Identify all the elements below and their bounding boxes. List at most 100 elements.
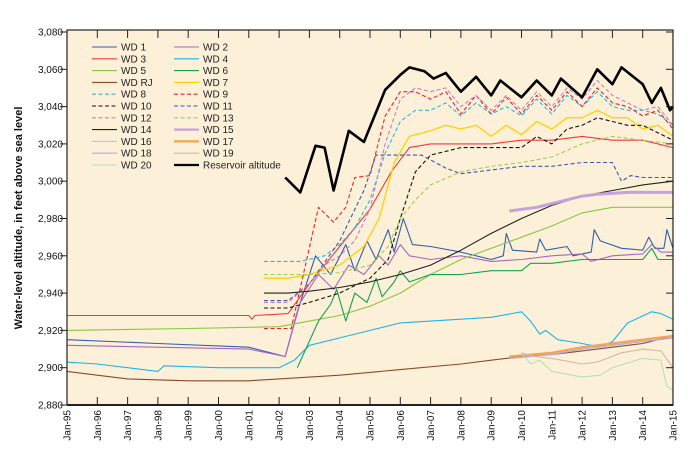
y-tick-label: 3,040	[38, 102, 63, 113]
series-line-wd-rj	[66, 335, 674, 382]
legend-item: WD 15	[174, 125, 234, 136]
legend-item: WD 9	[174, 90, 228, 101]
legend-item: WD 2	[174, 43, 228, 54]
x-tick-label: Jan-09	[487, 410, 498, 441]
y-axis-label: Water-level altitude, in feet above sea …	[13, 107, 25, 330]
legend-item: WD 7	[174, 78, 228, 89]
legend-label: WD 4	[203, 54, 228, 65]
legend-label: WD 3	[121, 54, 146, 65]
x-tick-label: Jan-05	[366, 410, 377, 441]
x-tick-label: Jan-08	[456, 410, 467, 441]
legend-item: WD 18	[92, 149, 152, 160]
legend-label: WD 11	[203, 102, 233, 113]
y-tick-label: 3,060	[38, 65, 63, 76]
y-tick-label: 2,900	[38, 363, 63, 374]
legend-label: WD 10	[121, 102, 152, 113]
legend: WD 1 WD 2WD 3 WD 4WD 5 WD 6WD RJ WD 7WD 8 WD …	[92, 43, 281, 172]
legend-label: WD 17	[203, 137, 234, 148]
legend-label: WD 2	[203, 43, 228, 54]
y-tick-label: 2,940	[38, 289, 63, 300]
series-line-wd-20	[521, 352, 674, 391]
series-line-wd-19	[521, 348, 674, 369]
y-tick-label: 2,920	[38, 326, 63, 337]
series-line-wd-10	[264, 117, 674, 309]
x-tick-label: Jan-03	[305, 410, 316, 441]
x-tick-label: Jan-97	[123, 410, 134, 441]
series-line-wd-6	[296, 247, 673, 368]
legend-item: WD 10	[92, 102, 152, 113]
legend-item: WD 5	[92, 66, 146, 77]
legend-label: WD 9	[203, 90, 228, 101]
series-line-wd-11	[264, 154, 673, 302]
series-line-wd-1	[66, 217, 674, 358]
legend-label: WD 5	[121, 66, 146, 77]
y-tick-label: 3,020	[38, 139, 63, 150]
legend-item: WD 14	[92, 125, 152, 136]
y-tick-label: 2,880	[38, 401, 63, 412]
legend-label: WD 20	[121, 161, 152, 172]
series-line-wd-7	[264, 109, 674, 279]
series-line-reservoir-altitude	[284, 66, 675, 194]
x-tick-label: Jan-99	[184, 410, 195, 441]
legend-item: WD 12	[92, 113, 152, 124]
legend-item: WD 13	[174, 113, 234, 124]
legend-label: WD 16	[121, 137, 152, 148]
x-tick-label: Jan-06	[396, 410, 407, 441]
legend-label: WD 14	[121, 125, 152, 136]
legend-item: WD 19	[174, 149, 234, 160]
series-layer	[66, 66, 675, 391]
x-tick-label: Jan-15	[669, 410, 680, 441]
y-tick-label: 3,000	[38, 177, 63, 188]
x-tick-label: Jan-04	[335, 410, 346, 441]
series-line-wd-17	[509, 334, 674, 358]
x-tick-label: Jan-96	[93, 410, 104, 441]
series-line-wd-15	[509, 190, 673, 213]
series-line-wd-13	[264, 135, 674, 276]
legend-label: WD 19	[203, 149, 234, 160]
legend-label: WD 12	[121, 113, 152, 124]
x-tick-label: Jan-98	[153, 410, 164, 441]
legend-item: WD 16	[92, 137, 152, 148]
x-tick-label: Jan-12	[578, 410, 589, 441]
legend-item: WD 8	[92, 90, 146, 101]
legend-label: WD 15	[203, 125, 234, 136]
series-line-wd-5	[66, 206, 673, 331]
series-line-wd-2	[66, 244, 673, 358]
legend-label: WD RJ	[121, 78, 153, 89]
y-tick-label: 2,960	[38, 251, 63, 262]
legend-label: WD 6	[203, 66, 228, 77]
series-line-wd-12	[264, 79, 674, 303]
series-line-wd-3	[67, 135, 674, 320]
series-line-wd-8	[264, 91, 674, 262]
legend-label: WD 8	[121, 90, 146, 101]
x-tick-label: Jan-07	[426, 410, 437, 441]
x-tick-label: Jan-14	[638, 410, 649, 441]
legend-item: WD 3	[92, 54, 146, 65]
axes: 2,880 2,900 2,920 2,940 2,960 2,980 3,000 3,020…	[38, 28, 680, 441]
x-tick-label: Jan-02	[275, 410, 286, 441]
x-tick-label: Jan-00	[214, 410, 225, 441]
legend-item: WD 6	[174, 66, 228, 77]
legend-label: WD 1	[121, 43, 146, 54]
x-tick-label: Jan-11	[547, 410, 558, 440]
legend-item: WD 17	[174, 137, 234, 148]
y-tick-label: 3,080	[38, 28, 63, 39]
legend-item: WD 1	[92, 43, 146, 54]
legend-label: Reservoir altitude	[203, 161, 281, 172]
legend-item: WD 4	[174, 54, 228, 65]
legend-label: WD 18	[121, 149, 152, 160]
legend-item: WD 11	[174, 102, 233, 113]
legend-label: WD 13	[203, 113, 234, 124]
legend-label: WD 7	[203, 78, 228, 89]
series-line-wd-14	[264, 180, 674, 294]
x-tick-label: Jan-13	[608, 410, 619, 441]
series-line-wd-9	[264, 87, 674, 330]
x-tick-label: Jan-10	[517, 410, 528, 441]
legend-item: WD 20	[92, 161, 152, 172]
legend-item: WD RJ	[92, 78, 153, 89]
legend-item: Reservoir altitude	[174, 161, 281, 172]
x-tick-label: Jan-01	[244, 410, 255, 441]
series-line-wd-18	[509, 337, 674, 359]
